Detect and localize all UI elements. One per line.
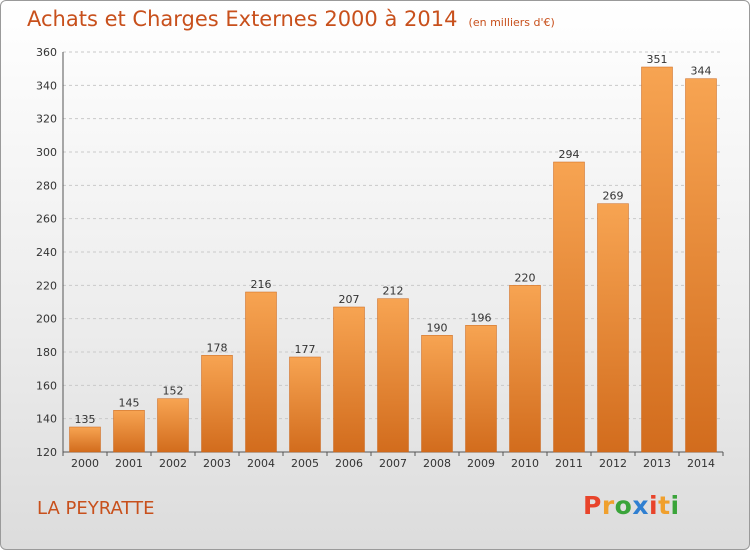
bar-2011[interactable]: [553, 161, 585, 453]
y-tick-label: 120: [36, 446, 57, 459]
x-tick-label-2008: 2008: [423, 457, 451, 470]
x-tick-label-2011: 2011: [555, 457, 583, 470]
x-tick-label-2009: 2009: [467, 457, 495, 470]
bar-2010[interactable]: [509, 285, 541, 453]
y-tick-label: 320: [36, 113, 57, 126]
value-label-2014: 344: [691, 65, 712, 78]
bar-2002[interactable]: [157, 398, 189, 453]
y-tick-label: 360: [36, 46, 57, 59]
bar-2001[interactable]: [113, 410, 145, 453]
value-label-2004: 216: [251, 278, 272, 291]
y-tick-label: 140: [36, 413, 57, 426]
logo-letter: t: [658, 491, 671, 520]
y-tick-label: 260: [36, 213, 57, 226]
y-tick-label: 340: [36, 79, 57, 92]
y-tick-label: 300: [36, 146, 57, 159]
bar-2009[interactable]: [465, 325, 497, 453]
commune-name: LA PEYRATTE: [37, 498, 155, 519]
logo-letter: o: [614, 491, 633, 520]
value-label-2005: 177: [295, 343, 316, 356]
x-tick-label-2000: 2000: [71, 457, 99, 470]
value-label-2011: 294: [559, 148, 580, 161]
y-tick-label: 240: [36, 246, 57, 259]
value-label-2002: 152: [163, 385, 184, 398]
value-label-2003: 178: [207, 341, 228, 354]
x-tick-label-2010: 2010: [511, 457, 539, 470]
value-label-2010: 220: [515, 271, 536, 284]
bar-2013[interactable]: [641, 66, 673, 453]
x-tick-label-2001: 2001: [115, 457, 143, 470]
y-tick-label: 160: [36, 379, 57, 392]
y-tick-label: 200: [36, 313, 57, 326]
chart-title-main: Achats et Charges Externes 2000 à 2014: [27, 7, 458, 31]
x-tick-label-2005: 2005: [291, 457, 319, 470]
bar-2000[interactable]: [69, 426, 101, 453]
bar-2004[interactable]: [245, 291, 277, 453]
logo-letter: x: [632, 491, 649, 520]
bar-2007[interactable]: [377, 298, 409, 453]
axis-layer: 120 140 160 180 200 220 240 260 280 300 320 340 360 2…: [36, 46, 724, 470]
bar-2012[interactable]: [597, 203, 629, 453]
x-tick-label-2007: 2007: [379, 457, 407, 470]
x-tick-label-2014: 2014: [687, 457, 715, 470]
x-tick-label-2004: 2004: [247, 457, 275, 470]
x-tick-label-2003: 2003: [203, 457, 231, 470]
bar-2014[interactable]: [685, 78, 717, 453]
y-tick-label: 220: [36, 279, 57, 292]
value-label-2012: 269: [603, 190, 624, 203]
value-label-2001: 145: [119, 396, 140, 409]
x-tick-label-2006: 2006: [335, 457, 363, 470]
logo-letter: P: [583, 491, 602, 520]
x-tick-label-2013: 2013: [643, 457, 671, 470]
x-tick-label-2012: 2012: [599, 457, 627, 470]
bar-2008[interactable]: [421, 335, 453, 453]
proxiti-logo[interactable]: Proxiti: [583, 491, 680, 520]
y-tick-label: 280: [36, 179, 57, 192]
value-label-2013: 351: [647, 53, 668, 66]
bar-2006[interactable]: [333, 306, 365, 453]
value-label-2008: 190: [427, 321, 448, 334]
chart-title: Achats et Charges Externes 2000 à 2014 (…: [27, 7, 555, 31]
label-layer: 135 145 152 178 216 177 207 212 190 196 220 294 269 3…: [75, 53, 712, 426]
value-label-2006: 207: [339, 293, 360, 306]
bar-2003[interactable]: [201, 355, 233, 453]
bar-2005[interactable]: [289, 356, 321, 453]
y-tick-label: 180: [36, 346, 57, 359]
value-label-2007: 212: [383, 285, 404, 298]
logo-letter: i: [670, 491, 680, 520]
value-label-2000: 135: [75, 413, 96, 426]
chart-title-unit: (en milliers d'€): [468, 16, 555, 29]
bar-layer: [69, 66, 717, 453]
value-label-2009: 196: [471, 311, 492, 324]
logo-letter: i: [649, 491, 659, 520]
logo-letter: r: [601, 491, 615, 520]
x-tick-label-2002: 2002: [159, 457, 187, 470]
